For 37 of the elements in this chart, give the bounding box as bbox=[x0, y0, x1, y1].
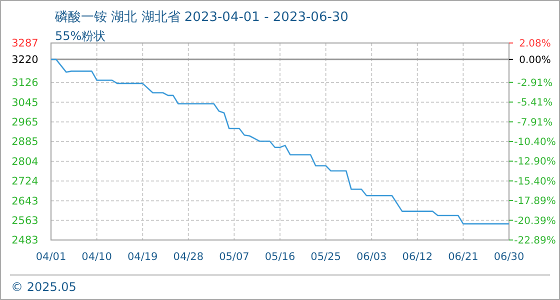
x-tick-label: 04/01 bbox=[36, 251, 66, 263]
y2-tick-label: -10.40% bbox=[514, 136, 556, 148]
x-tick-label: 06/12 bbox=[402, 251, 433, 263]
x-tick-label: 05/25 bbox=[310, 251, 341, 263]
y-tick-label: 3220 bbox=[12, 54, 38, 66]
x-tick-label: 06/21 bbox=[448, 251, 478, 263]
x-tick-label: 06/30 bbox=[494, 251, 524, 263]
y-tick-label: 3287 bbox=[12, 38, 38, 50]
line-series bbox=[50, 58, 510, 224]
y2-tick-label: -5.41% bbox=[517, 98, 553, 109]
x-tick-label: 06/03 bbox=[356, 251, 387, 263]
y2-tick-label: -2.91% bbox=[517, 78, 553, 89]
x-tick-label: 04/10 bbox=[82, 251, 112, 263]
y2-tick-label: -22.89% bbox=[514, 236, 556, 246]
x-tick-label: 04/28 bbox=[173, 251, 204, 263]
y-tick-label: 2563 bbox=[12, 215, 38, 228]
chart-title: 磷酸一铵 湖北 湖北省 2023-04-01 - 2023-06-30 bbox=[54, 10, 348, 25]
x-tick-label: 05/07 bbox=[219, 251, 250, 263]
y2-tick-label: 2.08% bbox=[519, 38, 551, 50]
y-tick-label: 2804 bbox=[12, 156, 39, 168]
y2-tick-label: 0.00% bbox=[519, 54, 551, 66]
y-tick-label: 2643 bbox=[12, 195, 38, 208]
x-tick-label: 04/19 bbox=[127, 251, 158, 263]
y2-tick-label: -15.40% bbox=[514, 176, 556, 188]
y2-tick-label: -20.39% bbox=[514, 216, 556, 227]
y-tick-label: 2885 bbox=[12, 136, 38, 148]
y2-tick-label: -12.90% bbox=[514, 156, 556, 168]
y2-tick-label: -7.91% bbox=[517, 117, 553, 128]
y-tick-label: 2724 bbox=[12, 176, 39, 188]
y-tick-label: 2965 bbox=[12, 116, 38, 129]
text: © 2025.05 bbox=[11, 280, 76, 294]
y2-tick-label: -17.89% bbox=[514, 196, 556, 208]
y-tick-label: 2483 bbox=[12, 234, 38, 247]
y-tick-label: 3126 bbox=[12, 77, 39, 90]
chart-subtitle: 55%粉状 bbox=[55, 29, 106, 43]
x-tick-label: 05/16 bbox=[264, 251, 296, 263]
y-tick-label: 3045 bbox=[12, 96, 38, 109]
